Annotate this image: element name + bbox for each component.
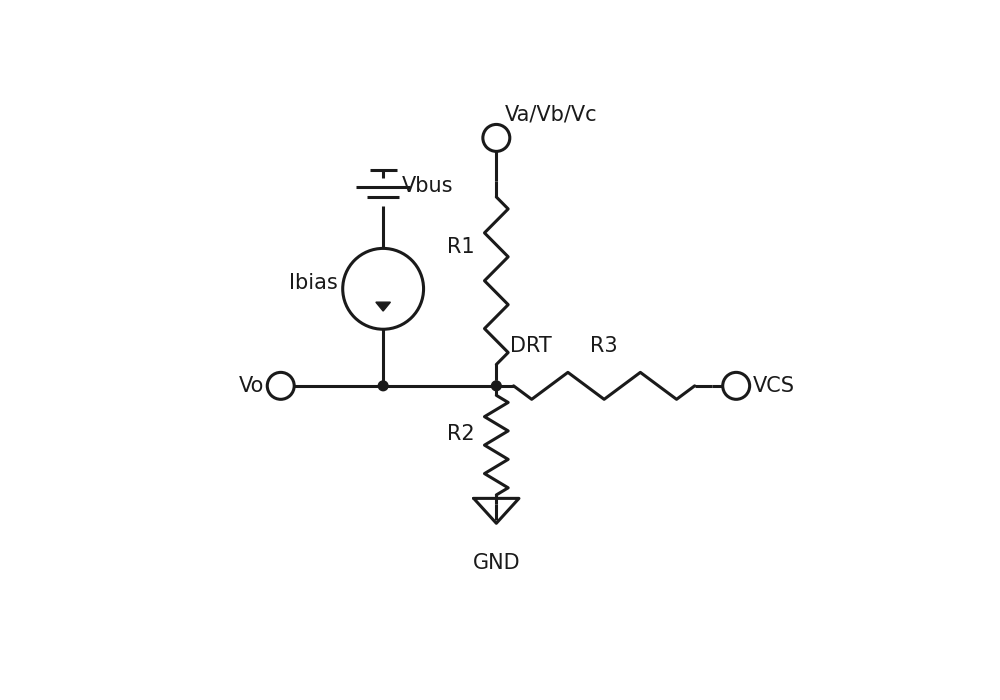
Text: VCS: VCS <box>752 376 794 396</box>
Text: GND: GND <box>473 553 520 573</box>
Text: DRT: DRT <box>510 336 552 356</box>
Text: R3: R3 <box>590 336 618 356</box>
Circle shape <box>378 381 388 391</box>
Text: Ibias: Ibias <box>289 274 337 293</box>
Polygon shape <box>376 302 390 311</box>
Text: R2: R2 <box>447 424 475 444</box>
Text: Vbus: Vbus <box>402 176 454 197</box>
Circle shape <box>483 125 510 151</box>
Text: R1: R1 <box>447 237 475 257</box>
Circle shape <box>491 381 501 391</box>
Circle shape <box>343 248 424 329</box>
Circle shape <box>723 372 750 399</box>
Circle shape <box>267 372 294 399</box>
Text: Va/Vb/Vc: Va/Vb/Vc <box>504 104 597 125</box>
Text: Vo: Vo <box>239 376 265 396</box>
